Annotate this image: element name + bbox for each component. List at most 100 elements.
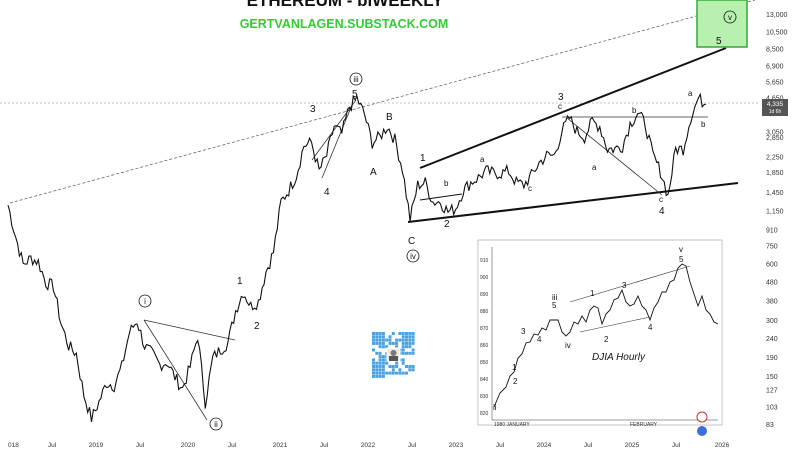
- inset-y-tick: 840: [480, 377, 489, 383]
- inset-y-tick: 850: [480, 360, 489, 366]
- inset-y-tick: 830: [480, 394, 489, 400]
- wave-4-5-line: [311, 99, 357, 161]
- y-tick-label: 10,500: [766, 29, 788, 36]
- x-tick-label: 2023: [449, 442, 464, 449]
- y-tick-label: 2,850: [766, 135, 784, 142]
- wave-iii-circle: [349, 72, 363, 86]
- inset-y-tick: 910: [480, 258, 489, 264]
- y-tick-label: 480: [766, 280, 778, 287]
- inset-x-label-february: FEBRUARY: [630, 422, 658, 428]
- wave-iv-circle: [406, 249, 420, 263]
- wave-label-a-1: a: [480, 155, 485, 164]
- inset-wave-5: 5: [552, 301, 557, 310]
- upper-wedge-trendline: [419, 47, 727, 169]
- wave-label-C: C: [408, 236, 415, 247]
- inset-wave-2b: 2: [513, 377, 518, 386]
- y-tick-label: 13,000: [766, 12, 788, 19]
- y-tick-label: 8,500: [766, 46, 784, 53]
- flag-icon[interactable]: [697, 426, 707, 436]
- inset-y-tick: 870: [480, 326, 489, 332]
- wave-label-2-c: 2: [254, 321, 260, 332]
- wave-label-a-3: a: [688, 89, 693, 98]
- wave-label-v: v: [728, 13, 732, 22]
- wave-i-ii-lower-line: [143, 319, 208, 421]
- inset-wave-5b: 5: [679, 255, 684, 264]
- inset-wave-2: 2: [604, 335, 609, 344]
- inset-y-tick: 900: [480, 275, 489, 281]
- wave-i-circle: [138, 294, 152, 308]
- wave-4-5-line-lower: [321, 104, 353, 179]
- djia-series-line: [493, 263, 719, 408]
- wave-label-b-1: b: [444, 179, 449, 188]
- wave-label-3: 3: [310, 104, 316, 115]
- price-series-line: [7, 92, 707, 422]
- y-tick-label: 1,150: [766, 209, 784, 216]
- x-tick-label: 2022: [361, 442, 376, 449]
- y-tick-label: 380: [766, 299, 778, 306]
- x-tick-label: Jul: [496, 442, 505, 449]
- wave-label-5-b: 5: [716, 36, 722, 47]
- wave-label-1-c: 1: [237, 276, 243, 287]
- y-tick-label: 240: [766, 336, 778, 343]
- inset-wave-v: v: [679, 245, 683, 254]
- wave-c-decline-line: [566, 117, 663, 196]
- wave-label-2: 2: [444, 219, 450, 230]
- wave-label-c-3: c: [659, 195, 663, 204]
- x-tick-label: Jul: [672, 442, 681, 449]
- inset-y-tick: 820: [480, 411, 489, 417]
- wave-label-c-1: c: [528, 184, 532, 193]
- x-tick-label: 2021: [273, 442, 288, 449]
- wave-label-B: B: [386, 112, 393, 123]
- wave-labels: 3 5 iii 4 B A C iv 1 2 a b c 3 c b a 4 c…: [138, 13, 732, 431]
- inset-label: DJIA Hourly: [592, 352, 646, 363]
- y-tick-label: 103: [766, 404, 778, 411]
- inset-wave-1b: 1: [512, 363, 517, 372]
- y-axis-ticks: 13,00010,5008,5006,9005,6504,6503,8503,0…: [766, 12, 788, 429]
- y-tick-label: 2,250: [766, 154, 784, 161]
- long-term-dashed-trendline: [9, 0, 756, 204]
- y-tick-label: 150: [766, 374, 778, 381]
- inset-y-tick: 880: [480, 309, 489, 315]
- wave-v-circle: [723, 10, 737, 24]
- inset-wave-iii: iii: [552, 293, 558, 302]
- x-tick-label: 2025: [625, 442, 640, 449]
- last-price-tag: [762, 99, 788, 116]
- wave-label-i: i: [144, 297, 146, 306]
- inset-x-label-january: 1980 JANUARY: [494, 422, 530, 428]
- wave-i-ii-upper-line: [143, 319, 236, 341]
- x-tick-label: 2020: [181, 442, 196, 449]
- chart-subtitle: GERTVANLAGEN.SUBSTACK.COM: [240, 17, 449, 31]
- lower-wedge-trendline: [407, 182, 739, 223]
- x-axis-ticks: 018 Jul 2019 Jul 2020 Jul 2021 Jul 2022 Jul 2023 Ju…: [8, 442, 730, 449]
- wave-label-4-b: 4: [659, 206, 665, 217]
- wave-2-support-line: [419, 193, 463, 201]
- x-tick-label: 018: [8, 442, 19, 449]
- y-tick-label: 750: [766, 243, 778, 250]
- y-tick-label: 5,650: [766, 80, 784, 87]
- inset-wave-3: 3: [622, 281, 627, 290]
- wave-label-a-2: a: [592, 163, 597, 172]
- wave-label-5: 5: [352, 89, 358, 100]
- wave-label-c-2: c: [558, 102, 562, 111]
- x-tick-label: 2026: [715, 442, 730, 449]
- x-tick-label: Jul: [228, 442, 237, 449]
- x-tick-label: Jul: [48, 442, 57, 449]
- x-tick-label: Jul: [320, 442, 329, 449]
- inset-wave-3b: 3: [521, 327, 526, 336]
- wave-label-1: 1: [420, 153, 426, 164]
- wave-label-iv: iv: [410, 252, 416, 261]
- wave-label-iii: iii: [353, 75, 359, 84]
- wave-label-ii: ii: [214, 420, 218, 429]
- x-tick-label: 2024: [537, 442, 552, 449]
- inset-y-tick: 860: [480, 343, 489, 349]
- target-zone-box: [696, 0, 748, 48]
- djia-inset: 910 900 890 880 870 860 850 840 830 820 1980 JANU…: [477, 239, 723, 428]
- inset-wave-iv: iv: [565, 341, 571, 350]
- alert-icon[interactable]: [696, 411, 708, 423]
- wave-label-3-b: 3: [558, 92, 564, 103]
- x-tick-label: Jul: [136, 442, 145, 449]
- wave-label-b-2: b: [632, 106, 637, 115]
- inset-wave-4b: 4: [537, 335, 542, 344]
- y-tick-label: 1,450: [766, 190, 784, 197]
- y-tick-label: 300: [766, 318, 778, 325]
